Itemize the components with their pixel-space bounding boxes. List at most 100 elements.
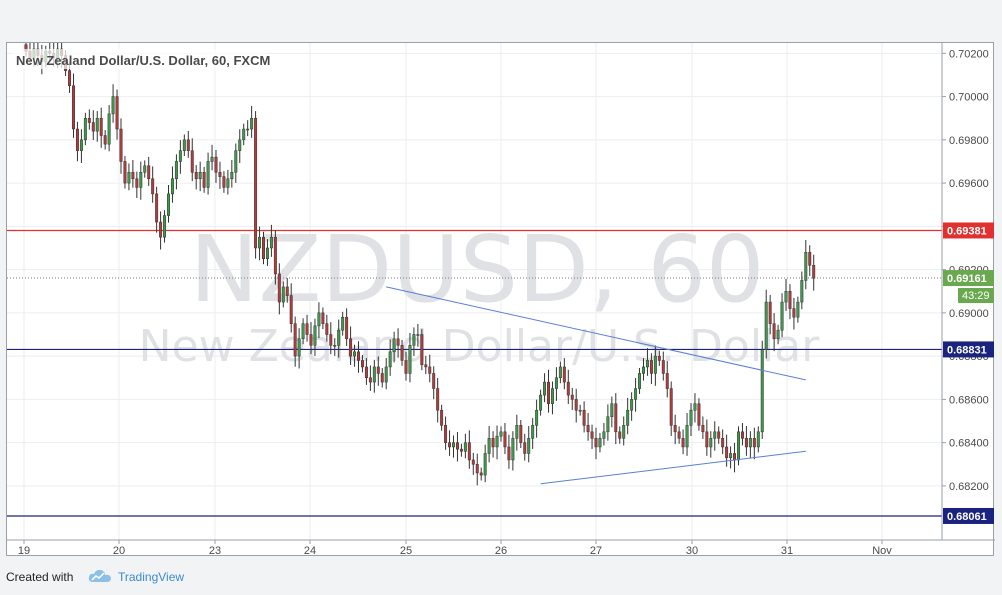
trendlines[interactable] xyxy=(386,286,806,485)
candle-body xyxy=(79,139,83,151)
price-chart[interactable]: NZDUSD, 60 New Zealand Dollar/U.S. Dolla… xyxy=(7,43,995,557)
tradingview-cloud-icon[interactable] xyxy=(88,568,112,589)
grid xyxy=(7,43,942,540)
candle-body xyxy=(436,388,440,411)
candle-body xyxy=(309,334,313,346)
candle-body xyxy=(519,425,523,443)
candle-body xyxy=(202,172,206,188)
candle-body xyxy=(262,236,265,260)
candle-body xyxy=(539,394,543,411)
candle-body xyxy=(740,431,744,439)
candle-body xyxy=(341,316,345,331)
candle-body xyxy=(582,409,586,426)
candle-body xyxy=(337,329,341,346)
candle-body xyxy=(812,265,816,279)
trendline[interactable] xyxy=(540,450,806,485)
candle-body xyxy=(198,172,202,180)
candle-body xyxy=(131,172,135,180)
candle-body xyxy=(626,409,630,426)
candle-body xyxy=(305,323,309,335)
candle-body xyxy=(372,366,376,383)
candle-body xyxy=(230,172,234,180)
tradingview-brand-link[interactable]: TradingView xyxy=(118,570,185,584)
candle-body xyxy=(618,431,622,439)
x-tick-label: 24 xyxy=(304,545,316,557)
candle-body xyxy=(246,128,250,131)
candle-body xyxy=(99,117,103,136)
candle-body xyxy=(448,442,452,448)
candle-body xyxy=(353,351,357,357)
candle-body xyxy=(178,150,182,162)
x-tick-label: 26 xyxy=(495,545,507,557)
candle-body xyxy=(776,329,780,340)
candle-body xyxy=(784,290,788,303)
candle-body xyxy=(499,431,503,437)
x-tick-label: 23 xyxy=(209,545,221,557)
candle-body xyxy=(289,295,293,324)
candle-body xyxy=(748,438,752,448)
candle-body xyxy=(764,301,768,350)
candle-body xyxy=(218,172,222,177)
candle-body xyxy=(376,366,380,374)
watermark-name: New Zealand Dollar/U.S. Dollar xyxy=(139,321,821,372)
candle-body xyxy=(657,355,661,361)
candle-body xyxy=(396,338,400,346)
candle-body xyxy=(788,290,792,309)
candle-body xyxy=(574,399,578,411)
candle-body xyxy=(681,438,685,448)
candle-body xyxy=(768,301,772,324)
y-tick-label: 0.70200 xyxy=(949,48,989,60)
candle-body xyxy=(139,172,143,188)
candle-body xyxy=(285,286,289,296)
candle-body xyxy=(91,122,95,132)
candle-body xyxy=(721,438,725,448)
candle-body xyxy=(416,334,420,336)
candle-body xyxy=(800,280,804,303)
candle-body xyxy=(87,117,91,123)
candle-body xyxy=(103,135,107,145)
candle-body xyxy=(277,273,281,303)
candle-body xyxy=(444,425,448,443)
price-level-label-bg xyxy=(943,222,994,239)
candle-body xyxy=(638,373,642,389)
candle-body xyxy=(606,416,610,433)
x-tick-label: 31 xyxy=(781,545,793,557)
candle-body xyxy=(515,425,519,439)
candle-body xyxy=(123,161,127,184)
candle-body xyxy=(408,345,412,374)
candle-body xyxy=(107,113,111,145)
candle-body xyxy=(630,399,634,411)
candle-body xyxy=(558,366,562,379)
trendline[interactable] xyxy=(386,286,806,381)
candle-body xyxy=(400,345,404,361)
candle-body xyxy=(661,360,665,374)
candle-body xyxy=(190,150,194,173)
candle-body xyxy=(554,377,558,389)
candle-body xyxy=(570,394,574,400)
candle-body xyxy=(420,334,424,366)
candle-body xyxy=(475,464,479,474)
candle-body xyxy=(665,373,669,389)
candle-body xyxy=(273,236,277,275)
candle-body xyxy=(614,403,618,433)
candle-body xyxy=(72,85,75,130)
candle-body xyxy=(281,286,285,303)
candle-body xyxy=(562,366,566,383)
candle-body xyxy=(717,431,721,439)
time-axis[interactable]: 19 20 23 24 25 26 27 30 31 Nov xyxy=(18,540,892,557)
candle-body xyxy=(772,323,776,340)
candle-body xyxy=(642,366,645,374)
candle-body xyxy=(586,425,590,433)
candle-body xyxy=(206,161,210,188)
candle-body xyxy=(780,301,784,331)
candle-body xyxy=(250,117,254,130)
candle-body xyxy=(479,472,483,476)
candle-body xyxy=(214,156,218,173)
chart-frame[interactable]: NZDUSD, 60 New Zealand Dollar/U.S. Dolla… xyxy=(6,42,995,557)
candle-body xyxy=(357,351,360,361)
candle-body xyxy=(163,215,167,238)
candle-body xyxy=(404,360,408,374)
candle-body xyxy=(325,323,329,335)
candle-body xyxy=(254,117,258,249)
candle-body xyxy=(159,221,163,238)
